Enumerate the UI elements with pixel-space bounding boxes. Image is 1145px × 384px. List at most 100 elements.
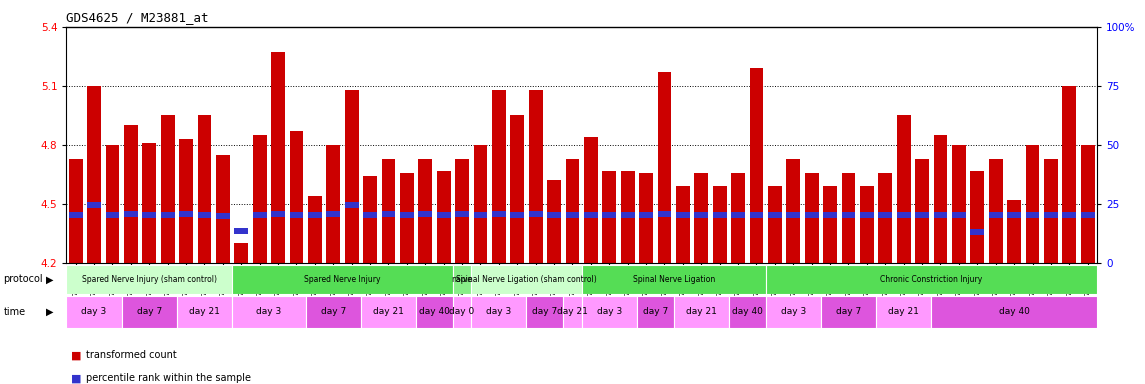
Bar <box>511 116 524 263</box>
Bar <box>436 212 450 218</box>
Bar <box>232 296 306 328</box>
Bar <box>529 90 543 263</box>
Bar <box>105 145 119 263</box>
Text: day 7: day 7 <box>836 308 861 316</box>
Bar <box>271 53 285 263</box>
Bar <box>472 265 582 294</box>
Bar <box>124 211 137 217</box>
Bar <box>124 125 137 263</box>
Text: day 7: day 7 <box>321 308 346 316</box>
Bar <box>933 135 947 263</box>
Bar <box>511 212 524 218</box>
Bar <box>933 212 947 218</box>
Bar <box>452 296 472 328</box>
Bar <box>235 243 248 263</box>
Text: GDS4625 / M23881_at: GDS4625 / M23881_at <box>66 11 208 24</box>
Bar <box>951 212 965 218</box>
Bar <box>361 296 416 328</box>
Bar <box>1008 212 1021 218</box>
Text: Spinal Nerve Ligation (sham control): Spinal Nerve Ligation (sham control) <box>456 275 597 284</box>
Text: day 40: day 40 <box>732 308 763 316</box>
Text: day 3: day 3 <box>781 308 806 316</box>
Bar <box>860 212 874 218</box>
Bar <box>602 212 616 218</box>
Bar <box>418 159 432 263</box>
Text: Spared Nerve Injury (sham control): Spared Nerve Injury (sham control) <box>81 275 216 284</box>
Bar <box>897 116 910 263</box>
Bar <box>529 211 543 217</box>
Bar <box>673 296 729 328</box>
Text: time: time <box>3 307 25 317</box>
Bar <box>876 296 931 328</box>
Bar <box>637 296 673 328</box>
Bar <box>713 212 727 218</box>
Bar <box>768 212 782 218</box>
Bar <box>456 159 469 263</box>
Bar <box>527 296 563 328</box>
Bar <box>768 186 782 263</box>
Text: day 7: day 7 <box>642 308 668 316</box>
Text: day 21: day 21 <box>686 308 717 316</box>
Text: day 3: day 3 <box>487 308 512 316</box>
Bar <box>694 172 708 263</box>
Bar <box>176 296 232 328</box>
Bar <box>676 186 689 263</box>
Text: day 40: day 40 <box>998 308 1029 316</box>
Bar <box>621 170 634 263</box>
Text: day 7: day 7 <box>532 308 558 316</box>
Bar <box>584 212 598 218</box>
Text: day 40: day 40 <box>419 308 450 316</box>
Text: Chronic Constriction Injury: Chronic Constriction Injury <box>881 275 982 284</box>
Bar <box>621 212 634 218</box>
Text: day 3: day 3 <box>256 308 282 316</box>
Bar <box>1008 200 1021 263</box>
Text: day 21: day 21 <box>556 308 587 316</box>
Bar <box>142 143 156 263</box>
Bar <box>418 211 432 217</box>
Text: day 3: day 3 <box>81 308 106 316</box>
Bar <box>676 212 689 218</box>
Bar <box>363 212 377 218</box>
Bar <box>842 172 855 263</box>
Bar <box>308 212 322 218</box>
Bar <box>547 212 561 218</box>
Bar <box>639 212 653 218</box>
Bar <box>235 228 248 233</box>
Bar <box>363 177 377 263</box>
Bar <box>452 265 472 294</box>
Bar <box>142 212 156 218</box>
Text: day 0: day 0 <box>450 308 475 316</box>
Bar <box>602 170 616 263</box>
Bar <box>694 212 708 218</box>
Bar <box>766 265 1097 294</box>
Bar <box>416 296 452 328</box>
Bar <box>823 186 837 263</box>
Bar <box>198 212 212 218</box>
Bar <box>805 172 819 263</box>
Bar <box>308 196 322 263</box>
Text: ■: ■ <box>71 373 81 383</box>
Bar <box>915 212 929 218</box>
Bar <box>253 212 267 218</box>
Text: ▶: ▶ <box>46 307 54 317</box>
Bar <box>198 116 212 263</box>
Bar <box>750 68 764 263</box>
Bar <box>179 211 192 217</box>
Bar <box>472 296 527 328</box>
Bar <box>271 211 285 217</box>
Bar <box>326 145 340 263</box>
Text: protocol: protocol <box>3 274 44 285</box>
Bar <box>547 180 561 263</box>
Bar <box>915 159 929 263</box>
Bar <box>566 212 579 218</box>
Text: Spared Nerve Injury: Spared Nerve Injury <box>305 275 380 284</box>
Bar <box>492 90 506 263</box>
Bar <box>474 212 488 218</box>
Bar <box>842 212 855 218</box>
Bar <box>306 296 361 328</box>
Bar <box>400 172 413 263</box>
Bar <box>381 211 395 217</box>
Bar <box>582 265 766 294</box>
Bar <box>1063 86 1076 263</box>
Text: Spinal Nerve Ligation: Spinal Nerve Ligation <box>632 275 714 284</box>
